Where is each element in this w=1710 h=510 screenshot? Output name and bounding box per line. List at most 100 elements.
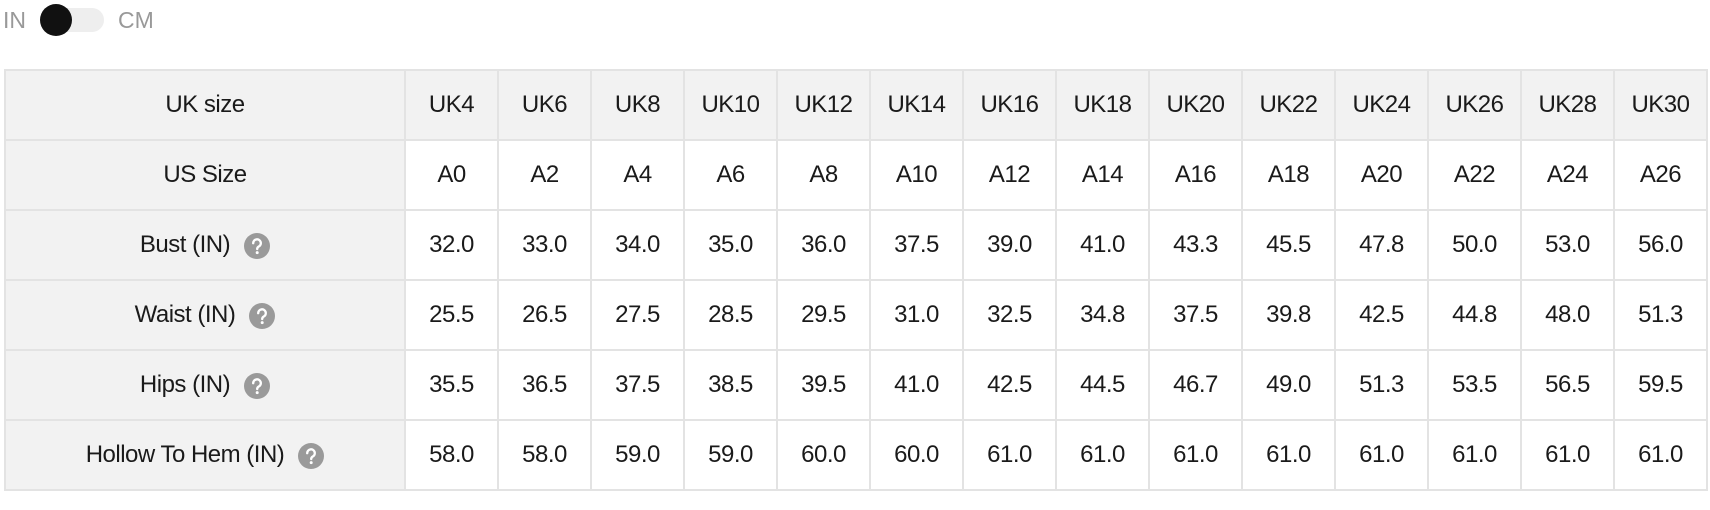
help-icon[interactable] bbox=[249, 302, 276, 329]
header-cell: UK28 bbox=[1520, 69, 1615, 141]
table-cell: 53.0 bbox=[1520, 209, 1615, 281]
table-cell: 61.0 bbox=[1148, 419, 1243, 491]
help-icon[interactable] bbox=[244, 372, 271, 399]
table-row: US Size A0 A2 A4 A6 A8 A10 A12 A14 A16 A18 A20 A22 A2… bbox=[4, 139, 1708, 211]
table-cell: 34.8 bbox=[1055, 279, 1150, 351]
table-cell: 61.0 bbox=[1334, 419, 1429, 491]
table-cell: 61.0 bbox=[1613, 419, 1708, 491]
table-cell: 53.5 bbox=[1427, 349, 1522, 421]
table-cell: A0 bbox=[404, 139, 499, 211]
table-cell: 28.5 bbox=[683, 279, 778, 351]
table-cell: 51.3 bbox=[1613, 279, 1708, 351]
header-cell: UK14 bbox=[869, 69, 964, 141]
table-cell: 38.5 bbox=[683, 349, 778, 421]
table-cell: 37.5 bbox=[1148, 279, 1243, 351]
row-label: US Size bbox=[163, 161, 247, 188]
unit-toggle[interactable]: IN CM bbox=[0, 0, 154, 40]
table-cell: 45.5 bbox=[1241, 209, 1336, 281]
table-cell: 50.0 bbox=[1427, 209, 1522, 281]
row-label: Bust (IN) bbox=[139, 231, 231, 258]
table-cell: 51.3 bbox=[1334, 349, 1429, 421]
table-cell: 61.0 bbox=[962, 419, 1057, 491]
header-cell: UK18 bbox=[1055, 69, 1150, 141]
table-cell: 36.0 bbox=[776, 209, 871, 281]
table-cell: 58.0 bbox=[404, 419, 499, 491]
table-cell: 29.5 bbox=[776, 279, 871, 351]
table-cell: 25.5 bbox=[404, 279, 499, 351]
table-row: Hips (IN) 35.5 36.5 37.5 38.5 39.5 41.0 42.5 44.… bbox=[4, 349, 1708, 421]
table-cell: 37.5 bbox=[590, 349, 685, 421]
header-cell: UK6 bbox=[497, 69, 592, 141]
table-cell: A12 bbox=[962, 139, 1057, 211]
table-cell: 61.0 bbox=[1520, 419, 1615, 491]
table-cell: 42.5 bbox=[962, 349, 1057, 421]
table-cell: 31.0 bbox=[869, 279, 964, 351]
header-row: UK size UK4 UK6 UK8 UK10 UK12 UK14 UK16 UK18 UK20… bbox=[4, 69, 1708, 141]
unit-cm[interactable]: CM bbox=[118, 6, 154, 33]
table-cell: A24 bbox=[1520, 139, 1615, 211]
row-label-cell: Hips (IN) bbox=[4, 349, 406, 421]
table-cell: 60.0 bbox=[776, 419, 871, 491]
table-cell: A20 bbox=[1334, 139, 1429, 211]
table-cell: 32.0 bbox=[404, 209, 499, 281]
table-cell: 41.0 bbox=[869, 349, 964, 421]
help-icon[interactable] bbox=[298, 442, 325, 469]
table-row: Hollow To Hem (IN) 58.0 58.0 59.0 59.0 60.0 60… bbox=[4, 419, 1708, 491]
header-cell: UK4 bbox=[404, 69, 499, 141]
toggle-knob bbox=[40, 4, 72, 36]
table-cell: A26 bbox=[1613, 139, 1708, 211]
header-label: UK size bbox=[4, 69, 406, 141]
table-cell: 59.0 bbox=[683, 419, 778, 491]
table-cell: A10 bbox=[869, 139, 964, 211]
table-cell: 33.0 bbox=[497, 209, 592, 281]
table-cell: 39.8 bbox=[1241, 279, 1336, 351]
header-cell: UK24 bbox=[1334, 69, 1429, 141]
unit-in[interactable]: IN bbox=[3, 6, 26, 33]
table-cell: A2 bbox=[497, 139, 592, 211]
table-cell: 37.5 bbox=[869, 209, 964, 281]
table-cell: 60.0 bbox=[869, 419, 964, 491]
row-label: Waist (IN) bbox=[134, 301, 236, 328]
table-cell: 61.0 bbox=[1241, 419, 1336, 491]
table-cell: 35.5 bbox=[404, 349, 499, 421]
header-cell: UK12 bbox=[776, 69, 871, 141]
row-label-cell: Waist (IN) bbox=[4, 279, 406, 351]
table-cell: 59.0 bbox=[590, 419, 685, 491]
table-cell: 48.0 bbox=[1520, 279, 1615, 351]
row-label-cell: US Size bbox=[4, 139, 406, 211]
table-cell: A18 bbox=[1241, 139, 1336, 211]
table-cell: 27.5 bbox=[590, 279, 685, 351]
row-label-cell: Bust (IN) bbox=[4, 209, 406, 281]
row-label: Hips (IN) bbox=[139, 371, 231, 398]
row-label: Hollow To Hem (IN) bbox=[85, 441, 285, 468]
table-cell: 44.5 bbox=[1055, 349, 1150, 421]
header-cell: UK26 bbox=[1427, 69, 1522, 141]
toggle-track[interactable] bbox=[40, 4, 104, 36]
table-cell: A4 bbox=[590, 139, 685, 211]
table-cell: 46.7 bbox=[1148, 349, 1243, 421]
table-cell: 35.0 bbox=[683, 209, 778, 281]
header-cell: UK8 bbox=[590, 69, 685, 141]
table-cell: 61.0 bbox=[1427, 419, 1522, 491]
table-cell: 56.0 bbox=[1613, 209, 1708, 281]
header-cell: UK10 bbox=[683, 69, 778, 141]
header-cell: UK30 bbox=[1613, 69, 1708, 141]
table-cell: 42.5 bbox=[1334, 279, 1429, 351]
row-label-cell: Hollow To Hem (IN) bbox=[4, 419, 406, 491]
table-cell: 26.5 bbox=[497, 279, 592, 351]
table-cell: 39.0 bbox=[962, 209, 1057, 281]
table-cell: 59.5 bbox=[1613, 349, 1708, 421]
table-cell: 61.0 bbox=[1055, 419, 1150, 491]
table-row: Waist (IN) 25.5 26.5 27.5 28.5 29.5 31.0 32.5 34… bbox=[4, 279, 1708, 351]
table-row: Bust (IN) 32.0 33.0 34.0 35.0 36.0 37.5 39.0 41.… bbox=[4, 209, 1708, 281]
table-cell: 43.3 bbox=[1148, 209, 1243, 281]
table-cell: 34.0 bbox=[590, 209, 685, 281]
table-cell: 39.5 bbox=[776, 349, 871, 421]
table-cell: A6 bbox=[683, 139, 778, 211]
table-cell: 49.0 bbox=[1241, 349, 1336, 421]
table-cell: A22 bbox=[1427, 139, 1522, 211]
help-icon[interactable] bbox=[244, 232, 271, 259]
table-cell: 41.0 bbox=[1055, 209, 1150, 281]
table-cell: A16 bbox=[1148, 139, 1243, 211]
